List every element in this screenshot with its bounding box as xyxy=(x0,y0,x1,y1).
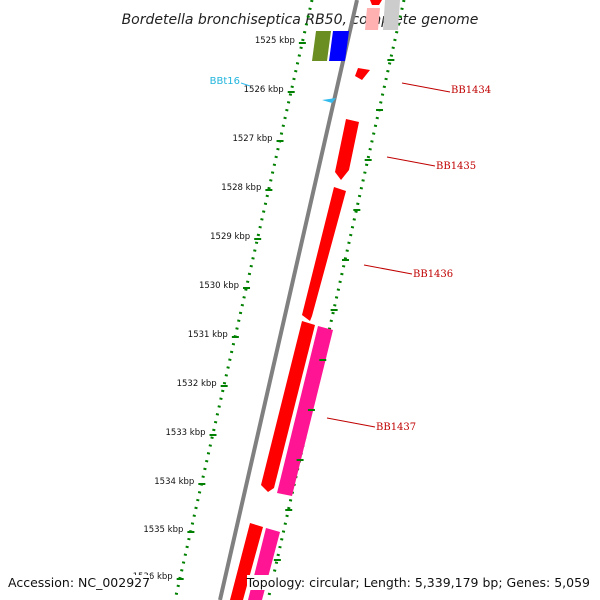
gene-feature-bb1435 xyxy=(335,119,359,180)
tick-label: 1529 kbp xyxy=(210,232,250,242)
partial-features-top xyxy=(365,0,400,30)
tick-label: 1528 kbp xyxy=(221,183,261,193)
tick-label: 1536 kbp xyxy=(133,572,173,582)
leader-line-bb1437 xyxy=(326,417,376,428)
blue-feature xyxy=(329,31,349,61)
partial-pink-feature xyxy=(365,8,380,30)
gene-features xyxy=(230,31,370,600)
tick-label: 1531 kbp xyxy=(188,330,228,340)
feature-labels: BB1434 BB1435 BB1436 BB1437 BBt16 xyxy=(210,76,492,433)
dotted-guide-lines xyxy=(173,0,406,600)
tick-label: 1527 kbp xyxy=(232,134,272,144)
accession-text: Accession: NC_002927 xyxy=(8,575,151,590)
gene-label-bb1434: BB1434 xyxy=(451,85,491,96)
outer-dotted-line xyxy=(173,0,314,600)
tick-label: 1533 kbp xyxy=(165,428,205,438)
partial-grey-feature xyxy=(383,0,400,30)
gene-feature-bottom-red xyxy=(230,523,263,600)
leader-line-bbt16 xyxy=(240,82,251,87)
inner-dotted-line xyxy=(266,0,406,600)
tick-label: 1525 kbp xyxy=(255,36,295,46)
tick-label: 1530 kbp xyxy=(199,281,239,291)
gene-feature-bb1434 xyxy=(355,68,370,80)
gene-label-bb1437: BB1437 xyxy=(376,422,416,433)
leader-line-bb1436 xyxy=(363,264,413,275)
partial-red-feature xyxy=(370,0,382,5)
gene-feature-bb1437-red xyxy=(261,321,315,492)
map-title: Bordetella bronchiseptica RB50, complete… xyxy=(122,12,479,28)
tick-label: 1535 kbp xyxy=(143,525,183,535)
gene-feature-bb1437 xyxy=(277,326,333,496)
topology-text: Topology: circular; Length: 5,339,179 bp… xyxy=(246,575,590,590)
tick-label: 1534 kbp xyxy=(154,477,194,487)
rna-feature-bbt16 xyxy=(322,98,336,103)
gene-feature-bb1436 xyxy=(302,187,346,321)
gene-label-bb1436: BB1436 xyxy=(413,269,453,280)
tick-label: 1526 kbp xyxy=(244,85,284,95)
green-feature xyxy=(312,31,331,61)
rna-label-bbt16: BBt16 xyxy=(210,76,240,87)
leader-line-bb1434 xyxy=(401,82,451,93)
gene-label-bb1435: BB1435 xyxy=(436,161,476,172)
scale-ticks: 1525 kbp 1526 kbp 1527 kbp 1528 kbp 1529 kbp… xyxy=(133,36,395,582)
tick-label: 1532 kbp xyxy=(177,379,217,389)
leader-line-bb1435 xyxy=(386,156,436,167)
